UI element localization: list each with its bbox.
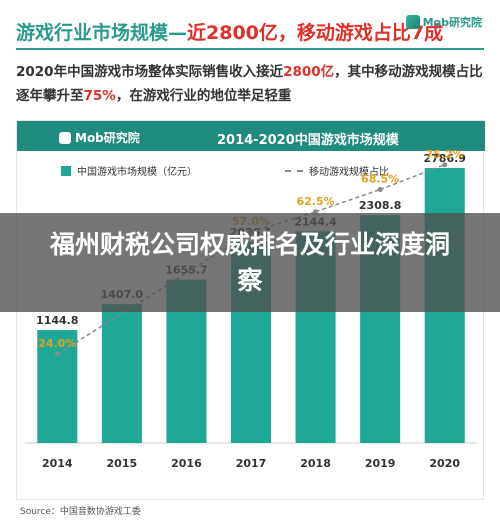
legend-swatch-line: [285, 169, 303, 172]
legend-label-mobile-share: 移动游戏规模占比: [309, 167, 389, 178]
legend-swatch-bar: [61, 165, 71, 176]
headline-divider: [16, 48, 484, 50]
headline-prefix: 游戏行业市场规模—: [16, 22, 188, 44]
mob-logo-icon: [405, 15, 420, 29]
chart-header-logo: Mob研究院: [59, 129, 140, 146]
legend-item-mobile-share: 移动游戏规模占比: [285, 163, 389, 178]
overlay-title: 福州财税公司权威排名及行业深度洞察: [49, 229, 450, 295]
share-value-label: 68.5%: [361, 173, 399, 186]
legend-item-market-size: 中国游戏市场规模（亿元）: [61, 163, 197, 178]
brand-logo: Mob研究院: [405, 14, 482, 30]
summary-amount: 2800亿: [283, 64, 335, 80]
headline: 游戏行业市场规模—近2800亿，移动游戏占比7成: [16, 18, 443, 45]
summary-percent: 75%: [83, 88, 116, 104]
summary-part1: 2020年中国游戏市场整体实际销售收入接近: [16, 64, 284, 80]
share-line-segment: [379, 164, 445, 191]
x-tick-label: 2017: [236, 457, 267, 470]
share-value-label: 24.0%: [38, 337, 76, 350]
x-tick-label: 2014: [42, 457, 73, 470]
x-tick-label: 2015: [107, 457, 138, 470]
x-tick-label: 2016: [171, 457, 202, 470]
headline-highlight: 近2800亿，移动游戏占比7成: [187, 22, 444, 44]
share-value-label: 75.2%: [426, 148, 464, 161]
legend-label-market-size: 中国游戏市场规模（亿元）: [77, 167, 197, 178]
x-tick-label: 2019: [365, 457, 396, 470]
bar-value-label: 2308.8: [359, 199, 401, 212]
bar-market-size: [101, 304, 142, 443]
share-line-segment: [315, 188, 381, 213]
share-point: [442, 162, 448, 168]
brand-logo-text: Mob研究院: [422, 16, 482, 29]
summary-part3: ，在游戏行业的地位举足轻重: [115, 88, 292, 104]
bar-value-label: 2786.9: [423, 152, 465, 165]
chart-title: 2014-2020中国游戏市场规模: [217, 133, 399, 148]
mob-logo-icon: [59, 131, 71, 144]
share-point: [377, 187, 383, 193]
x-tick-label: 2018: [300, 457, 331, 470]
share-point: [54, 351, 60, 357]
bar-market-size: [37, 330, 78, 443]
bar-value-label: 1144.8: [36, 314, 78, 327]
chart-header: Mob研究院 2014-2020中国游戏市场规模: [17, 121, 485, 151]
x-tick-label: 2020: [429, 457, 460, 470]
chart-header-logo-text: Mob研究院: [75, 131, 140, 145]
source-note: Source：中国音数协游戏工委: [20, 507, 141, 517]
summary-text: 2020年中国游戏市场整体实际销售收入接近2800亿，其中移动游戏规模占比逐年攀…: [16, 60, 486, 108]
title-overlay-banner: 福州财税公司权威排名及行业深度洞察: [0, 213, 500, 312]
share-value-label: 62.5%: [296, 195, 334, 208]
summary-part2: ，其中移动游戏规模占比逐年攀升至: [16, 64, 483, 104]
